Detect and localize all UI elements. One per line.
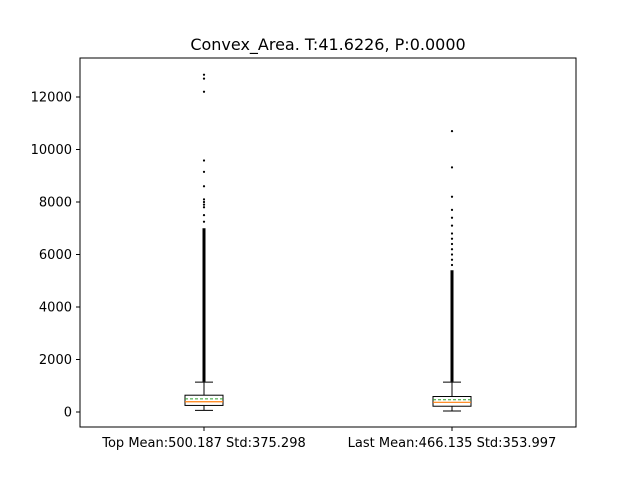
y-tick-label: 4000 — [39, 301, 72, 316]
box-series — [184, 73, 224, 411]
box-iqr — [432, 396, 472, 407]
x-tick-label: Top Mean:500.187 Std:375.298 — [101, 436, 306, 451]
y-tick-label: 2000 — [39, 353, 72, 368]
outlier-point — [450, 232, 454, 235]
outlier-point — [450, 263, 454, 267]
outlier-dense-column — [450, 270, 454, 382]
y-axis: 0 2000 4000 6000 8000 10000 12000 — [31, 91, 80, 421]
y-tick-label: 10000 — [31, 143, 72, 158]
y-tick-label: 0 — [64, 406, 72, 421]
outlier-point — [450, 224, 454, 227]
outlier-point — [202, 73, 206, 76]
outlier-point — [450, 258, 454, 261]
outlier-point — [202, 77, 206, 80]
outlier-point — [450, 166, 454, 169]
y-tick-label: 8000 — [39, 196, 72, 211]
y-tick-label: 6000 — [39, 248, 72, 263]
axes-frame — [79, 57, 577, 428]
chart-title: Convex_Area. T:41.6226, P:0.0000 — [190, 35, 465, 55]
outlier-point — [202, 90, 206, 93]
outlier-point — [202, 200, 206, 204]
outlier-point — [450, 237, 454, 240]
outlier-point — [202, 198, 206, 201]
box-iqr — [184, 394, 224, 406]
outlier-point — [202, 185, 206, 188]
outlier-point — [450, 253, 454, 256]
outlier-point — [202, 159, 206, 162]
x-tick-label: Last Mean:466.135 Std:353.997 — [348, 436, 557, 451]
plot-area — [184, 73, 472, 412]
y-tick-label: 12000 — [31, 91, 72, 106]
outlier-point — [450, 195, 454, 198]
outlier-point — [450, 242, 454, 246]
outlier-dense-column — [202, 228, 206, 382]
outlier-point — [450, 248, 454, 251]
outlier-point — [202, 214, 206, 217]
outlier-point — [450, 216, 454, 219]
outlier-point — [450, 208, 454, 211]
outlier-point — [202, 203, 206, 206]
outlier-point — [202, 220, 206, 223]
outlier-point — [450, 130, 454, 133]
outlier-point — [202, 170, 206, 173]
box-series — [432, 130, 472, 412]
x-axis: Top Mean:500.187 Std:375.298 Last Mean:46… — [101, 427, 556, 451]
outlier-point — [202, 206, 206, 209]
